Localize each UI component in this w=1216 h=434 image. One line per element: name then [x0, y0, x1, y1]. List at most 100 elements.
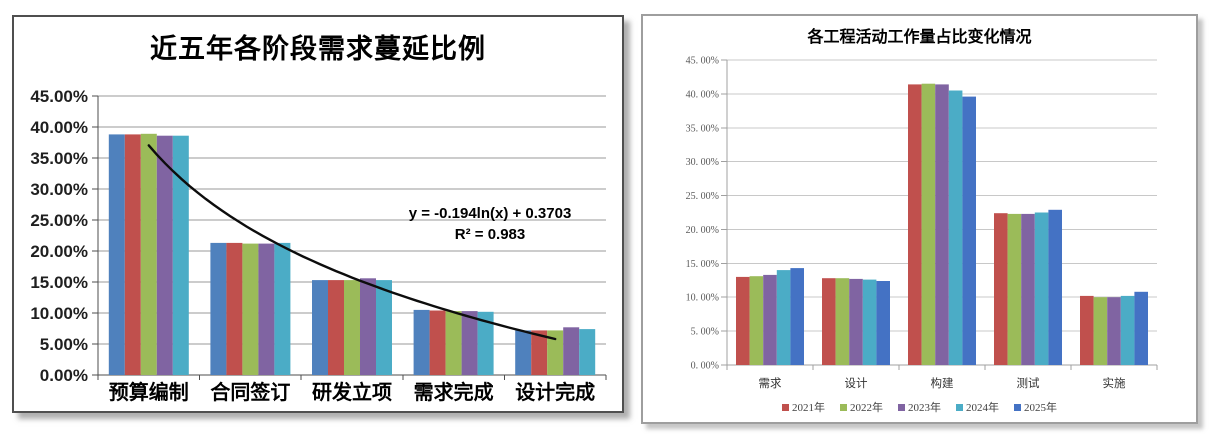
bar-需求完成-s3	[445, 311, 462, 375]
trendline-curve	[147, 144, 557, 341]
y-tick-label: 35. 00%	[686, 123, 719, 134]
bar-chart-workload-share: 45. 00% 40. 00% 35. 00% 30. 00% 25. 00% 20. 0…	[686, 56, 1158, 390]
legend-item-2021年: 2021年	[782, 399, 825, 415]
legend-swatch	[782, 403, 789, 411]
category-label: 研发立项	[312, 380, 392, 404]
bar-构建-2023年	[935, 84, 949, 366]
bar-预算编制-s5	[172, 135, 189, 375]
chart-panel-requirement-creep: 45.00% 40.00% 35.00% 30.00% 25.00% 20.00% 15.0…	[12, 15, 624, 413]
bar-设计完成-s4	[563, 327, 580, 375]
legend-label: 2024年	[966, 402, 999, 414]
bar-合同签订-s2	[226, 242, 243, 375]
legend-item-2022年: 2022年	[840, 399, 883, 415]
bar-合同签订-s1	[210, 242, 227, 375]
trendline-annotation: y = -0.194ln(x) + 0.3703 R² = 0.983	[350, 203, 630, 245]
bar-测试-2025年	[1048, 209, 1062, 365]
legend-item-2025年: 2025年	[1014, 399, 1057, 415]
y-tick-label: 30. 00%	[686, 157, 719, 168]
y-tick-label: 5. 00%	[691, 327, 719, 338]
y-tick-label: 10. 00%	[686, 293, 719, 304]
y-tick-label: 25. 00%	[686, 191, 719, 202]
bar-实施-2021年	[1080, 295, 1094, 365]
category-label: 实施	[1103, 376, 1126, 390]
trendline-r-squared: R² = 0.983	[454, 226, 526, 243]
bar-预算编制-s4	[156, 135, 173, 375]
legend-label: 2025年	[1024, 402, 1057, 414]
bar-研发立项-s2	[328, 280, 344, 375]
category-label: 合同签订	[210, 380, 290, 404]
bar-研发立项-s5	[376, 280, 392, 375]
legend-label: 2023年	[908, 402, 941, 414]
y-tick-label: 40. 00%	[686, 89, 719, 100]
bar-预算编制-s1	[108, 134, 125, 375]
bar-实施-2022年	[1093, 297, 1108, 365]
y-tick-label: 15. 00%	[686, 259, 719, 270]
bar-需求-2022年	[749, 276, 764, 365]
bar-设计-2023年	[849, 278, 863, 365]
category-label: 构建	[931, 376, 954, 390]
bar-合同签订-s4	[258, 243, 275, 375]
y-tick-label: 30.00%	[30, 180, 88, 199]
chart-panel-workload-share: 45. 00% 40. 00% 35. 00% 30. 00% 25. 00% 20. 0…	[641, 14, 1198, 424]
legend-item-2023年: 2023年	[898, 399, 941, 415]
y-tick-label: 0. 00%	[691, 361, 719, 372]
chart-title-right: 各工程活动工作量占比变化情况	[807, 29, 1032, 46]
legend-swatch	[1014, 403, 1021, 411]
bar-需求-2025年	[790, 268, 804, 365]
bar-实施-2025年	[1134, 291, 1148, 365]
bar-设计完成-s3	[547, 330, 564, 375]
y-tick-label: 25.00%	[30, 211, 88, 230]
bar-需求-2021年	[736, 276, 750, 365]
bar-研发立项-s3	[344, 280, 360, 375]
bar-预算编制-s3	[140, 133, 157, 375]
y-tick-label: 10.00%	[30, 304, 88, 323]
bar-构建-2022年	[921, 83, 936, 365]
bar-预算编制-s2	[124, 134, 141, 375]
bar-需求完成-s2	[429, 310, 446, 375]
bar-设计完成-s1	[515, 330, 532, 375]
legend-swatch	[898, 403, 905, 411]
bar-需求完成-s5	[477, 311, 494, 375]
legend-swatch	[956, 403, 963, 411]
category-label: 测试	[1017, 377, 1040, 390]
bar-构建-2024年	[948, 90, 963, 365]
bar-构建-2025年	[962, 96, 976, 365]
bar-设计完成-s2	[531, 330, 548, 375]
y-tick-label: 20. 00%	[686, 225, 719, 236]
bar-设计-2021年	[822, 278, 836, 365]
bar-合同签订-s5	[274, 242, 291, 375]
bar-合同签订-s3	[242, 243, 259, 375]
legend-label: 2022年	[850, 402, 883, 414]
bar-实施-2024年	[1120, 295, 1135, 365]
y-tick-label: 45.00%	[30, 87, 88, 106]
bar-设计完成-s5	[579, 329, 596, 375]
bar-需求-2024年	[776, 270, 791, 365]
trendline-equation: y = -0.194ln(x) + 0.3703	[408, 205, 572, 222]
category-label: 设计	[845, 377, 868, 390]
category-label: 设计完成	[515, 380, 595, 404]
legend-item-2024年: 2024年	[956, 399, 999, 415]
bar-设计-2022年	[835, 278, 850, 365]
bar-设计-2025年	[876, 281, 890, 365]
bar-测试-2024年	[1034, 212, 1049, 365]
y-tick-label: 0.00%	[40, 366, 88, 385]
bar-研发立项-s1	[312, 280, 328, 375]
y-tick-label: 40.00%	[30, 118, 88, 137]
y-tick-label: 20.00%	[30, 242, 88, 261]
y-tick-label: 15.00%	[30, 273, 88, 292]
bar-研发立项-s4	[360, 278, 376, 375]
bar-需求-2023年	[763, 274, 777, 365]
chart-legend: 2021年 2022年 2023年 2024年 2025年	[643, 399, 1196, 415]
chart-title-left: 近五年各阶段需求蔓延比例	[150, 34, 486, 64]
bar-构建-2021年	[908, 84, 922, 366]
bar-测试-2023年	[1021, 213, 1035, 365]
bar-需求完成-s4	[461, 311, 478, 375]
y-tick-label: 45. 00%	[686, 56, 719, 67]
bar-实施-2023年	[1107, 297, 1121, 365]
bar-测试-2022年	[1007, 213, 1022, 365]
bar-测试-2021年	[994, 213, 1008, 365]
legend-swatch	[840, 403, 847, 411]
y-tick-label: 35.00%	[30, 149, 88, 168]
category-label: 需求	[759, 377, 782, 390]
bar-设计-2024年	[862, 279, 877, 365]
